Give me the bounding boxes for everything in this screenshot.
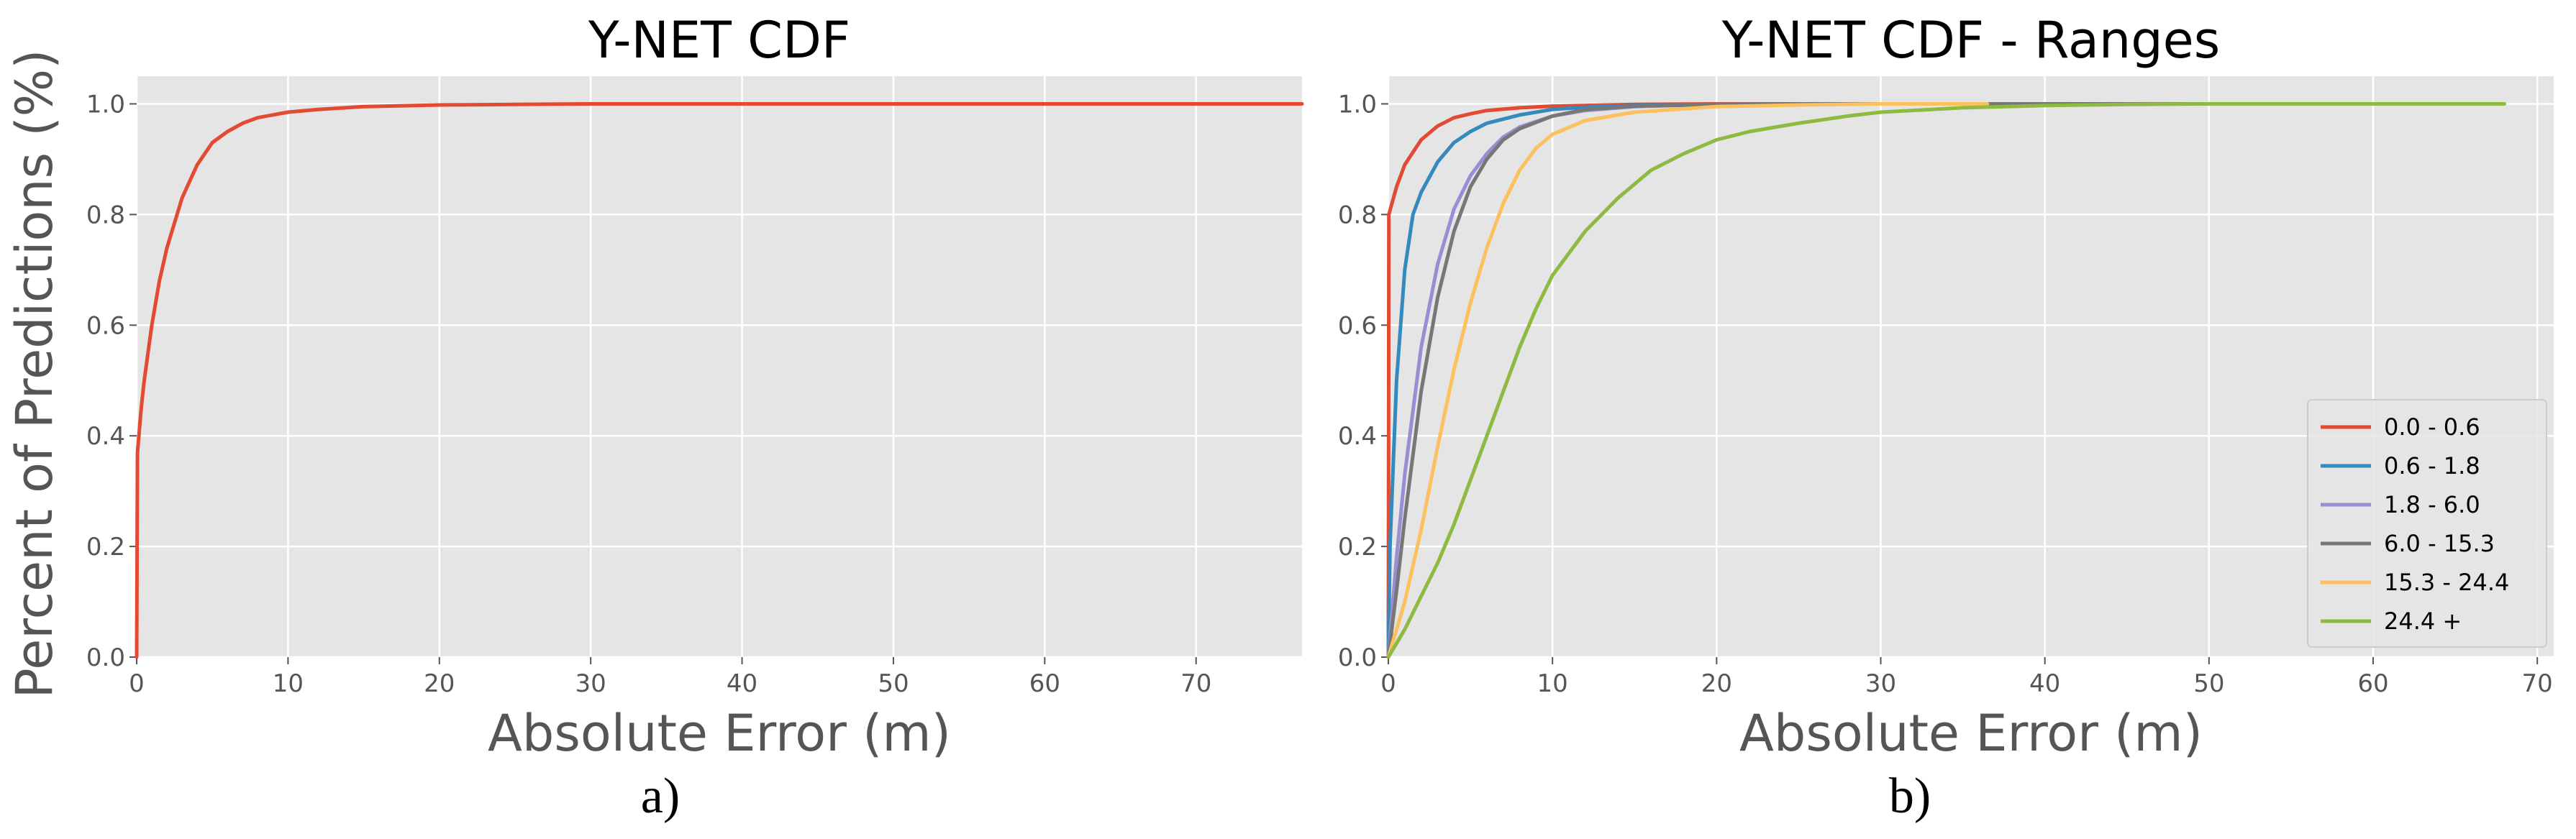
legend: 0.0 - 0.6 0.6 - 1.8 1.8 - 6.0 6.0 - 15.3 15.…	[2307, 399, 2547, 648]
series-line-b-4	[1386, 102, 1990, 659]
series-line-b-5	[1386, 102, 2506, 659]
legend-label: 0.0 - 0.6	[2384, 413, 2480, 441]
series-lines-a	[135, 102, 1304, 659]
x-tick-label: 40	[2029, 669, 2060, 698]
y-tick-label: 1.0	[1338, 90, 1377, 119]
x-tick-label: 70	[2522, 669, 2553, 698]
plot-area-a	[137, 76, 1302, 657]
series-line-a-0	[135, 102, 1304, 659]
x-tick-label: 30	[575, 669, 606, 698]
x-tick-label: 60	[2357, 669, 2388, 698]
y-tick-label: 0.2	[1338, 533, 1377, 561]
y-tick-label: 1.0	[86, 90, 125, 119]
legend-label: 6.0 - 15.3	[2384, 530, 2495, 557]
y-tick-label: 0.4	[1338, 422, 1377, 451]
legend-label: 24.4 +	[2384, 608, 2462, 635]
y-tick-label: 0.0	[86, 643, 125, 672]
x-tick-label: 20	[424, 669, 455, 698]
ticks-a: 0 10 20 30 40 50 60 70 0.0 0.2 0.4 0.6 0.8 1.0	[86, 90, 1211, 698]
x-tick-label: 50	[878, 669, 909, 698]
y-tick-label: 0.6	[1338, 311, 1377, 340]
y-tick-label: 0.4	[86, 422, 125, 451]
series-lines-b	[1386, 102, 2506, 659]
ticks-b: 0 10 20 30 40 50 60 70 0.0 0.2 0.4 0.6 0.8 1.0	[1338, 90, 2553, 698]
figure-ylabel: Percent of Predictions (%)	[5, 50, 64, 699]
legend-box	[2307, 399, 2547, 648]
x-tick-label: 0	[1380, 669, 1396, 698]
caption-b: b)	[1889, 769, 1931, 824]
y-tick-label: 0.8	[86, 201, 125, 229]
legend-label: 15.3 - 24.4	[2384, 569, 2509, 596]
x-tick-label: 30	[1865, 669, 1896, 698]
panel-a: 0 10 20 30 40 50 60 70 0.0 0.2 0.4 0.6 0.8 1.0 Y-NET …	[86, 11, 1304, 824]
x-tick-label: 70	[1180, 669, 1211, 698]
x-tick-label: 50	[2193, 669, 2224, 698]
y-tick-label: 0.6	[86, 311, 125, 340]
xlabel-b: Absolute Error (m)	[1739, 704, 2203, 763]
y-tick-label: 0.2	[86, 533, 125, 561]
caption-a: a)	[641, 769, 680, 824]
x-tick-label: 0	[129, 669, 145, 698]
legend-label: 0.6 - 1.8	[2384, 452, 2480, 480]
chart-title-b: Y-NET CDF - Ranges	[1721, 11, 2220, 70]
x-tick-label: 60	[1029, 669, 1060, 698]
x-tick-label: 10	[1537, 669, 1568, 698]
x-tick-label: 20	[1701, 669, 1732, 698]
y-tick-label: 0.8	[1338, 201, 1377, 229]
y-tick-label: 0.0	[1338, 643, 1377, 672]
chart-title-a: Y-NET CDF	[588, 11, 850, 70]
panel-b: 0 10 20 30 40 50 60 70 0.0 0.2 0.4 0.6 0.8 1.0 Y-NET …	[1338, 11, 2554, 824]
legend-label: 1.8 - 6.0	[2384, 491, 2480, 518]
x-tick-label: 40	[727, 669, 757, 698]
xlabel-a: Absolute Error (m)	[488, 704, 951, 763]
x-tick-label: 10	[273, 669, 304, 698]
